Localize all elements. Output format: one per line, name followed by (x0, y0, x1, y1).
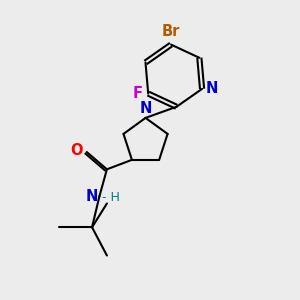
Text: N: N (206, 81, 218, 96)
Text: N: N (140, 100, 152, 116)
Text: - H: - H (102, 191, 120, 204)
Text: N: N (85, 189, 98, 204)
Text: F: F (133, 86, 143, 101)
Text: Br: Br (162, 24, 180, 39)
Text: O: O (70, 142, 83, 158)
